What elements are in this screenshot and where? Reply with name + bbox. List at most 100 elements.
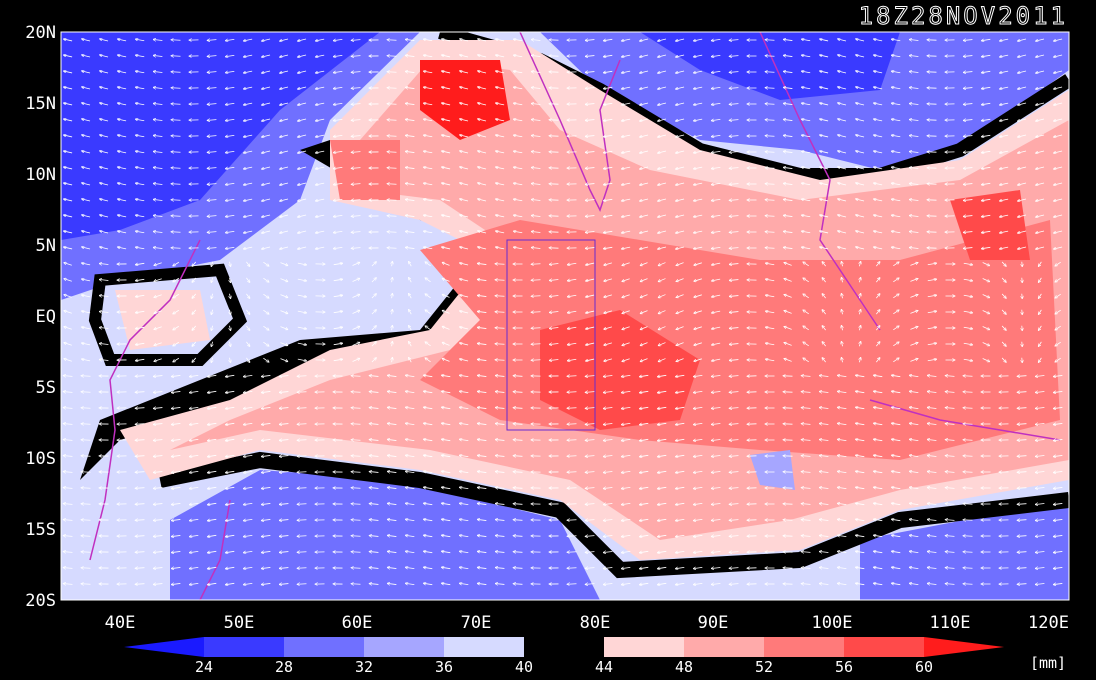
wind-arrow: [316, 70, 325, 73]
wind-arrow: [856, 71, 865, 74]
wind-arrow: [352, 263, 360, 266]
wind-arrow: [640, 134, 649, 137]
wind-arrow: [496, 39, 505, 42]
wind-arrow: [1036, 118, 1045, 121]
wind-arrow: [297, 262, 306, 265]
wind-arrow: [712, 167, 721, 168]
wind-arrow: [1036, 246, 1045, 249]
wind-arrow: [874, 183, 883, 186]
wind-arrow: [478, 167, 487, 170]
wind-arrow: [154, 103, 163, 104]
wind-arrow: [478, 103, 487, 106]
wind-arrow: [856, 39, 865, 42]
wind-arrow: [604, 262, 612, 265]
wind-arrow: [226, 151, 235, 152]
lat-label: 5N: [36, 236, 56, 256]
wind-arrow: [1054, 134, 1063, 137]
wind-arrow: [118, 103, 127, 106]
wind-arrow: [496, 87, 505, 90]
wind-arrow: [802, 151, 811, 153]
colorbar-tick: 24: [195, 658, 213, 676]
wind-arrow: [694, 214, 703, 217]
wind-arrow: [211, 261, 212, 266]
wind-arrow: [118, 231, 127, 234]
wind-arrow: [136, 103, 145, 105]
wind-arrow: [208, 248, 217, 249]
wind-arrow: [514, 247, 523, 248]
wind-arrow: [226, 119, 235, 120]
wind-arrow: [460, 135, 469, 138]
wind-arrow: [334, 247, 343, 248]
wind-arrow: [1036, 70, 1045, 73]
wind-arrow: [820, 87, 829, 90]
wind-arrow: [712, 103, 721, 104]
wind-arrow: [298, 568, 307, 569]
wind-arrow: [730, 72, 739, 73]
wind-arrow: [262, 214, 271, 217]
wind-arrow: [964, 72, 973, 73]
wind-arrow: [532, 168, 541, 169]
wind-arrow: [136, 151, 145, 153]
wind-arrow: [244, 246, 253, 249]
wind-arrow: [658, 102, 667, 105]
wind-arrow: [442, 247, 451, 250]
wind-arrow: [298, 392, 307, 393]
wind-arrow: [262, 134, 271, 137]
wind-arrow: [388, 72, 397, 73]
wind-arrow: [496, 151, 505, 154]
wind-arrow: [136, 71, 145, 73]
wind-arrow: [406, 167, 415, 168]
wind-arrow: [874, 151, 883, 154]
wind-arrow: [478, 247, 487, 250]
wind-arrow: [712, 39, 721, 40]
wind-arrow: [784, 183, 793, 184]
wind-arrow: [694, 182, 703, 185]
wind-arrow: [532, 88, 541, 89]
wind-arrow: [604, 103, 613, 104]
wind-arrow: [478, 263, 487, 264]
wind-arrow: [82, 215, 91, 218]
wind-arrow: [658, 150, 667, 153]
wind-arrow: [604, 87, 613, 88]
wind-arrow: [532, 328, 541, 329]
wind-arrow: [802, 71, 811, 73]
wind-arrow: [1018, 230, 1027, 233]
wind-arrow: [82, 39, 91, 42]
wind-arrow: [388, 184, 397, 185]
wind-arrow: [460, 119, 469, 122]
wind-arrow: [388, 40, 397, 41]
wind-arrow: [784, 151, 793, 152]
lat-label: 10N: [25, 165, 56, 185]
wind-arrow: [298, 520, 307, 521]
wind-arrow: [892, 87, 901, 88]
wind-arrow: [820, 215, 829, 218]
wind-arrow: [982, 39, 991, 40]
wind-arrow: [298, 584, 307, 585]
wind-arrow: [982, 103, 991, 104]
wind-arrow: [316, 214, 325, 217]
wind-arrow: [802, 183, 811, 185]
lon-label: 100E: [812, 613, 853, 633]
wind-arrow: [298, 488, 307, 489]
wind-arrow: [784, 87, 793, 88]
wind-arrow: [622, 198, 631, 201]
wind-arrow: [64, 183, 73, 186]
wind-arrow: [1036, 134, 1045, 137]
wind-arrow: [82, 199, 91, 202]
colorbar-tick: 60: [915, 658, 933, 676]
wind-arrow: [892, 167, 901, 168]
wind-arrow: [856, 135, 865, 138]
wind-arrow: [1036, 54, 1045, 57]
wind-arrow: [892, 247, 901, 248]
wind-arrow: [1000, 214, 1009, 217]
wind-arrow: [460, 215, 469, 218]
wind-arrow: [784, 119, 793, 120]
wind-arrow: [406, 231, 415, 232]
wind-arrow: [676, 214, 685, 217]
wind-arrow: [1054, 118, 1063, 121]
wind-arrow: [532, 360, 541, 361]
wind-arrow: [532, 344, 541, 345]
wind-arrow: [964, 168, 973, 169]
wind-arrow: [766, 168, 775, 169]
wind-arrow: [352, 136, 361, 137]
